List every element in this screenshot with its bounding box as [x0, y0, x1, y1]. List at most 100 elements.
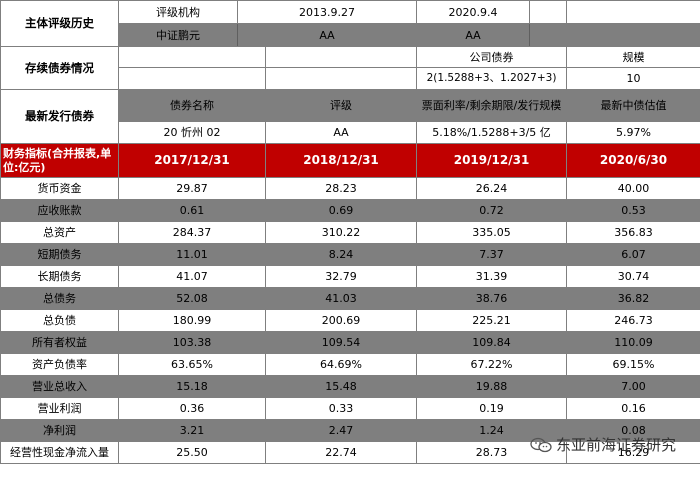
cell-value: 67.22%: [416, 353, 568, 376]
cell-value: 41.03: [264, 287, 418, 310]
table-row: 货币资金 29.87 28.23 26.24 40.00: [0, 177, 700, 200]
valuation-header: 最新中债估值: [566, 89, 700, 122]
cell-value: 36.82: [566, 287, 700, 310]
period-2017: 2017/12/31: [118, 143, 266, 178]
rating-value-1: AA: [319, 28, 335, 42]
cell-value: 0.72: [416, 199, 568, 222]
cell-value: 2.47: [264, 419, 418, 442]
cell-value: 15.48: [264, 375, 418, 398]
cell-value: 0.19: [416, 397, 568, 420]
rating-agency-header: 评级机构: [120, 1, 238, 23]
table-row: 应收账款 0.61 0.69 0.72 0.53: [0, 199, 700, 222]
cell-value: 180.99: [118, 309, 266, 332]
cell-value: 41.07: [118, 265, 266, 288]
cell-value: 0.33: [264, 397, 418, 420]
cell-value: 109.54: [264, 331, 418, 354]
watermark: 东亚前海证券研究: [530, 434, 676, 455]
latest-issue-label: 最新发行债券: [0, 89, 119, 144]
row-label: 营业利润: [0, 397, 119, 420]
rating-history-label: 主体评级历史: [0, 0, 119, 47]
row-label: 资产负债率: [0, 353, 119, 376]
cell-value: 0.16: [566, 397, 700, 420]
bond-name-value: 20 忻州 02: [118, 121, 266, 144]
row-label: 净利润: [0, 419, 119, 442]
cell-value: 32.79: [264, 265, 418, 288]
cell-value: 22.74: [264, 441, 418, 464]
rating-value-2: AA: [418, 24, 531, 46]
outstanding-bonds-label: 存续债券情况: [0, 46, 119, 90]
cell-value: 225.21: [416, 309, 568, 332]
table-row: 总资产 284.37 310.22 335.05 356.83: [0, 221, 700, 244]
cell-value: 7.37: [416, 243, 568, 266]
row-label: 短期债务: [0, 243, 119, 266]
table-row: 总债务 52.08 41.03 38.76 36.82: [0, 287, 700, 310]
cell-value: 103.38: [118, 331, 266, 354]
cell-value: 0.69: [264, 199, 418, 222]
valuation-value: 5.97%: [566, 121, 700, 144]
rating-agency-name: 中证鹏元: [120, 24, 238, 46]
cell-value: 40.00: [566, 177, 700, 200]
bond-name-header: 债券名称: [118, 89, 266, 122]
cell-value: 19.88: [416, 375, 568, 398]
cell-value: 246.73: [566, 309, 700, 332]
table-row: 营业利润 0.36 0.33 0.19 0.16: [0, 397, 700, 420]
row-label: 总负债: [0, 309, 119, 332]
rating-header: 评级: [264, 89, 418, 122]
rating-date-1: 2013.9.27: [299, 5, 355, 19]
row-label: 长期债务: [0, 265, 119, 288]
table-row: 资产负债率 63.65% 64.69% 67.22% 69.15%: [0, 353, 700, 376]
scale-value: 10: [566, 67, 700, 90]
cell-value: 7.00: [566, 375, 700, 398]
cell-value: 30.74: [566, 265, 700, 288]
cell-value: 8.24: [264, 243, 418, 266]
cell-value: 28.23: [264, 177, 418, 200]
cell-value: 52.08: [118, 287, 266, 310]
cell-value: 0.61: [118, 199, 266, 222]
cell-value: 0.36: [118, 397, 266, 420]
cell-value: 38.76: [416, 287, 568, 310]
table-row: 经营性现金净流入量 25.50 22.74 28.73 16.29: [0, 441, 700, 464]
coupon-value: 5.18%/1.5288+3/5 亿: [416, 121, 568, 144]
row-label: 总债务: [0, 287, 119, 310]
row-label: 所有者权益: [0, 331, 119, 354]
cell-value: 110.09: [566, 331, 700, 354]
wechat-icon: [530, 437, 552, 452]
table-row: 营业总收入 15.18 15.48 19.88 7.00: [0, 375, 700, 398]
financials-label: 财务指标(合并报表,单位:亿元): [0, 143, 119, 178]
row-label: 总资产: [0, 221, 119, 244]
period-2018: 2018/12/31: [264, 143, 418, 178]
cell-value: 15.18: [118, 375, 266, 398]
rating-date-2: 2020.9.4: [418, 1, 531, 23]
row-label: 经营性现金净流入量: [0, 441, 119, 464]
bond-count-value: 2(1.5288+3、1.2027+3): [416, 67, 568, 90]
cell-value: 0.08: [566, 419, 700, 442]
coupon-header: 票面利率/剩余期限/发行规模: [416, 89, 568, 122]
cell-value: 335.05: [416, 221, 568, 244]
cell-value: 31.39: [416, 265, 568, 288]
cell-value: 310.22: [264, 221, 418, 244]
cell-value: 29.87: [118, 177, 266, 200]
row-label: 应收账款: [0, 199, 119, 222]
row-label: 货币资金: [0, 177, 119, 200]
cell-value: 356.83: [566, 221, 700, 244]
cell-value: 11.01: [118, 243, 266, 266]
cell-value: 3.21: [118, 419, 266, 442]
table-row: 长期债务 41.07 32.79 31.39 30.74: [0, 265, 700, 288]
cell-value: 28.73: [416, 441, 568, 464]
period-2020h1: 2020/6/30: [566, 143, 700, 178]
cell-value: 69.15%: [566, 353, 700, 376]
table-row: 短期债务 11.01 8.24 7.37 6.07: [0, 243, 700, 266]
table-row: 总负债 180.99 200.69 225.21 246.73: [0, 309, 700, 332]
rating-value: AA: [264, 121, 418, 144]
table-row: 净利润 3.21 2.47 1.24 0.08: [0, 419, 700, 442]
cell-value: 200.69: [264, 309, 418, 332]
period-2019: 2019/12/31: [416, 143, 568, 178]
cell-value: 284.37: [118, 221, 266, 244]
cell-value: 64.69%: [264, 353, 418, 376]
cell-value: 26.24: [416, 177, 568, 200]
row-label: 营业总收入: [0, 375, 119, 398]
watermark-text: 东亚前海证券研究: [555, 436, 676, 454]
table-row: 所有者权益 103.38 109.54 109.84 110.09: [0, 331, 700, 354]
cell-value: 63.65%: [118, 353, 266, 376]
cell-value: 25.50: [118, 441, 266, 464]
